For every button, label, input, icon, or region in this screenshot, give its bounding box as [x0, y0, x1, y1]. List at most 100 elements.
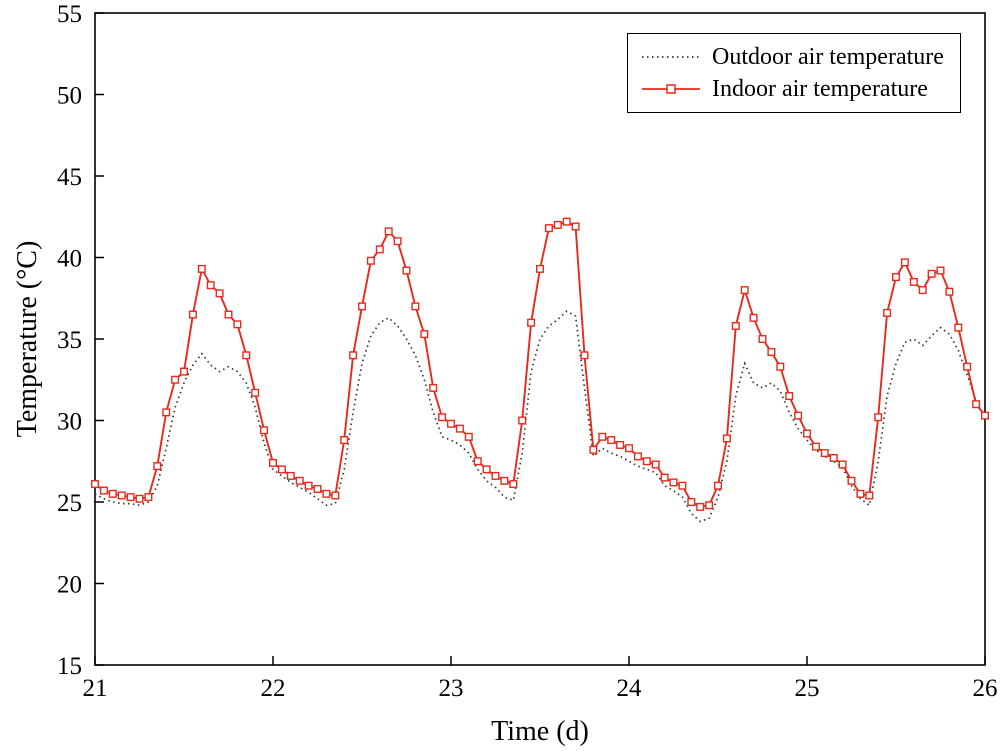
marker-square — [518, 416, 527, 425]
series-line-0 — [94, 310, 986, 523]
x-tick-label: 25 — [795, 675, 820, 702]
marker-square — [313, 484, 322, 493]
marker-square — [981, 411, 990, 420]
marker-square — [625, 444, 634, 453]
marker-square — [794, 411, 803, 420]
y-tick-label: 15 — [57, 653, 82, 680]
indoor-line-square-icon — [642, 84, 700, 94]
x-tick-label: 26 — [973, 675, 998, 702]
marker-square — [99, 486, 108, 495]
marker-square — [251, 388, 260, 397]
marker-square — [455, 424, 464, 433]
x-tick-label: 24 — [617, 675, 643, 702]
marker-square — [749, 313, 758, 322]
marker-square — [233, 320, 242, 329]
x-tick-label: 23 — [439, 675, 464, 702]
marker-square — [696, 502, 705, 511]
marker-square — [375, 245, 384, 254]
marker-square — [464, 432, 473, 441]
x-tick-label: 21 — [83, 675, 108, 702]
marker-square — [731, 321, 740, 330]
y-tick-label: 20 — [57, 572, 82, 599]
marker-square — [820, 449, 829, 458]
marker-square — [909, 277, 918, 286]
marker-square — [260, 426, 269, 435]
marker-square — [349, 351, 358, 360]
marker-square — [963, 362, 972, 371]
marker-square — [447, 419, 456, 428]
marker-square — [242, 351, 251, 360]
marker-square — [954, 323, 963, 332]
marker-square — [838, 460, 847, 469]
marker-square — [384, 227, 393, 236]
marker-square — [295, 476, 304, 485]
marker-square — [722, 434, 731, 443]
marker-square — [865, 491, 874, 500]
marker-square — [224, 310, 233, 319]
marker-square — [126, 493, 135, 502]
marker-square — [420, 330, 429, 339]
marker-square — [135, 494, 144, 503]
marker-square — [144, 493, 153, 502]
marker-square — [179, 367, 188, 376]
marker-square — [758, 335, 767, 344]
marker-square — [616, 440, 625, 449]
marker-square — [633, 452, 642, 461]
marker-square — [473, 457, 482, 466]
marker-square — [883, 308, 892, 317]
series-line-1 — [94, 220, 986, 508]
marker-square — [776, 362, 785, 371]
marker-square — [705, 501, 714, 510]
marker-square — [536, 264, 545, 273]
marker-square — [660, 473, 669, 482]
marker-square — [571, 222, 580, 231]
marker-square — [811, 442, 820, 451]
marker-square — [482, 465, 491, 474]
marker-square — [651, 460, 660, 469]
marker-square — [642, 457, 651, 466]
outdoor-dotted-line-icon — [642, 56, 700, 58]
marker-square — [544, 224, 553, 233]
marker-square — [740, 286, 749, 295]
marker-square — [269, 458, 278, 467]
y-tick-label: 40 — [57, 246, 82, 273]
marker-square — [117, 491, 126, 500]
marker-square — [429, 383, 438, 392]
marker-square — [411, 302, 420, 311]
marker-square — [669, 478, 678, 487]
marker-square — [188, 310, 197, 319]
marker-square — [331, 491, 340, 500]
x-tick-label: 22 — [261, 675, 286, 702]
marker-square — [589, 445, 598, 454]
x-axis-label: Time (d) — [491, 716, 589, 747]
marker-square — [215, 289, 224, 298]
marker-square — [900, 258, 909, 267]
y-tick-label: 30 — [57, 409, 82, 436]
marker-square — [562, 217, 571, 226]
y-axis-label: Temperature (°C) — [12, 240, 43, 438]
legend-item-outdoor: Outdoor air temperature — [640, 41, 944, 73]
marker-square — [491, 471, 500, 480]
legend: Outdoor air temperature Indoor air tempe… — [627, 33, 961, 113]
marker-square — [874, 413, 883, 422]
marker-square — [785, 392, 794, 401]
marker-square — [553, 220, 562, 229]
marker-square — [171, 375, 180, 384]
marker-square — [358, 302, 367, 311]
marker-square — [393, 237, 402, 246]
legend-item-indoor: Indoor air temperature — [640, 73, 944, 105]
marker-square — [687, 498, 696, 507]
y-tick-label: 35 — [57, 327, 82, 354]
marker-square — [856, 489, 865, 498]
marker-square — [847, 476, 856, 485]
marker-square — [972, 400, 981, 409]
marker-square — [90, 480, 99, 489]
marker-square — [580, 351, 589, 360]
legend-label-outdoor: Outdoor air temperature — [712, 43, 944, 70]
marker-square — [500, 476, 509, 485]
marker-square — [598, 432, 607, 441]
y-tick-label: 25 — [57, 490, 82, 517]
marker-square — [366, 256, 375, 265]
marker-square — [927, 269, 936, 278]
